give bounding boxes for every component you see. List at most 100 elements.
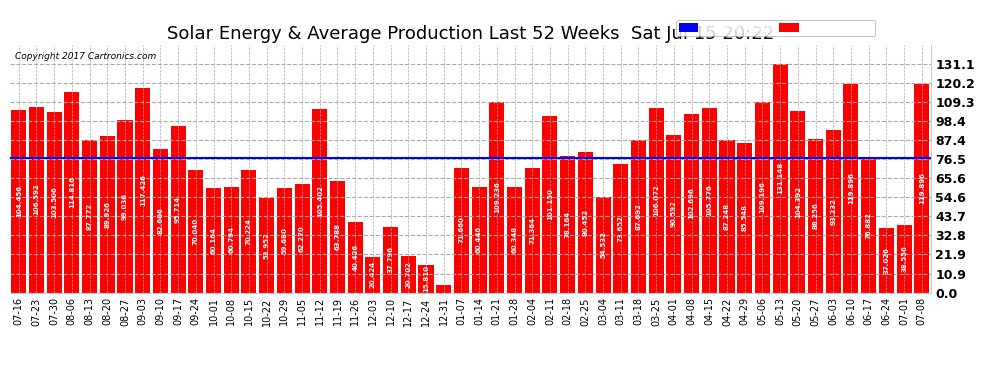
Bar [383, 226, 398, 292]
Text: 105.402: 105.402 [317, 185, 323, 217]
Bar [11, 111, 27, 292]
Bar [790, 111, 805, 292]
Text: 40.426: 40.426 [352, 244, 358, 271]
Bar [206, 188, 221, 292]
Bar [330, 182, 345, 292]
Text: 60.348: 60.348 [512, 226, 518, 254]
Bar [861, 159, 876, 292]
Text: 15.810: 15.810 [423, 265, 429, 292]
Bar [294, 184, 310, 292]
Text: 20.424: 20.424 [370, 261, 376, 288]
Bar [702, 108, 717, 292]
Title: Solar Energy & Average Production Last 52 Weeks  Sat Jul 15 20:22: Solar Energy & Average Production Last 5… [166, 26, 774, 44]
Bar [879, 228, 894, 292]
Bar [684, 114, 699, 292]
Text: 87.692: 87.692 [636, 202, 642, 229]
Bar [843, 84, 858, 292]
Bar [648, 108, 663, 292]
Text: 89.926: 89.926 [104, 201, 110, 228]
Bar [453, 168, 469, 292]
Bar [312, 109, 328, 292]
Text: 109.196: 109.196 [759, 182, 765, 213]
Text: 119.896: 119.896 [847, 172, 854, 204]
Bar [543, 116, 557, 292]
Text: Copyright 2017 Cartronics.com: Copyright 2017 Cartronics.com [15, 53, 155, 62]
Bar [578, 152, 593, 292]
Text: 82.606: 82.606 [157, 207, 163, 234]
Text: 37.796: 37.796 [387, 246, 394, 273]
Text: 117.426: 117.426 [140, 174, 146, 206]
Bar [118, 120, 133, 292]
Text: 104.392: 104.392 [795, 186, 801, 218]
Text: 37.026: 37.026 [883, 247, 889, 274]
Bar [64, 92, 79, 292]
Bar [259, 198, 274, 292]
Text: 131.148: 131.148 [777, 162, 783, 194]
Bar [471, 187, 487, 292]
Bar [596, 198, 611, 292]
Bar [29, 107, 44, 292]
Text: 71.364: 71.364 [530, 217, 536, 244]
Text: 106.592: 106.592 [34, 184, 40, 215]
Bar [560, 156, 575, 292]
Text: 80.452: 80.452 [582, 209, 588, 236]
Text: 71.660: 71.660 [458, 217, 464, 243]
Bar [347, 222, 362, 292]
Bar [136, 88, 150, 292]
Text: 85.548: 85.548 [742, 204, 747, 231]
Text: 20.702: 20.702 [405, 261, 411, 288]
Text: 60.794: 60.794 [229, 226, 235, 253]
Bar [489, 102, 504, 292]
Text: 106.072: 106.072 [653, 184, 659, 216]
Text: 73.652: 73.652 [618, 215, 624, 242]
Bar [152, 148, 168, 292]
Bar [82, 140, 97, 292]
Text: 70.040: 70.040 [193, 218, 199, 245]
Bar [631, 140, 646, 292]
Bar [666, 135, 681, 292]
Bar [808, 139, 823, 292]
Text: 76.882: 76.882 [865, 212, 871, 239]
Bar [772, 64, 788, 292]
Text: 93.232: 93.232 [831, 198, 837, 225]
Bar [365, 257, 380, 292]
Bar [720, 140, 735, 292]
Text: 87.248: 87.248 [724, 203, 730, 230]
Legend: Average  (kWh), Weekly  (kWh): Average (kWh), Weekly (kWh) [676, 20, 875, 36]
Text: 59.680: 59.680 [281, 227, 287, 254]
Bar [170, 126, 186, 292]
Bar [507, 188, 522, 292]
Bar [100, 136, 115, 292]
Text: 60.446: 60.446 [476, 226, 482, 254]
Text: 90.592: 90.592 [671, 200, 677, 227]
Text: 95.714: 95.714 [175, 195, 181, 223]
Bar [738, 143, 752, 292]
Bar [224, 186, 239, 292]
Text: 62.270: 62.270 [299, 225, 305, 252]
Text: 101.150: 101.150 [546, 188, 553, 220]
Text: 60.164: 60.164 [211, 226, 217, 254]
Bar [613, 164, 629, 292]
Bar [188, 170, 203, 292]
Text: 88.256: 88.256 [813, 202, 819, 229]
Bar [754, 102, 770, 292]
Text: 119.896: 119.896 [919, 172, 925, 204]
Bar [826, 130, 841, 292]
Text: 105.776: 105.776 [706, 184, 712, 216]
Text: 54.532: 54.532 [600, 231, 606, 258]
Bar [277, 189, 292, 292]
Text: 109.236: 109.236 [494, 182, 500, 213]
Bar [401, 256, 416, 292]
Text: 38.556: 38.556 [901, 246, 907, 272]
Bar [242, 170, 256, 292]
Text: 104.456: 104.456 [16, 186, 22, 218]
Text: 87.772: 87.772 [86, 202, 93, 229]
Text: 114.816: 114.816 [69, 177, 75, 209]
Text: 53.952: 53.952 [263, 232, 269, 259]
Text: 78.164: 78.164 [564, 211, 570, 238]
Bar [897, 225, 912, 292]
Text: 99.036: 99.036 [122, 193, 128, 220]
Text: 63.788: 63.788 [335, 224, 341, 251]
Bar [47, 112, 61, 292]
Text: 70.224: 70.224 [246, 218, 251, 245]
